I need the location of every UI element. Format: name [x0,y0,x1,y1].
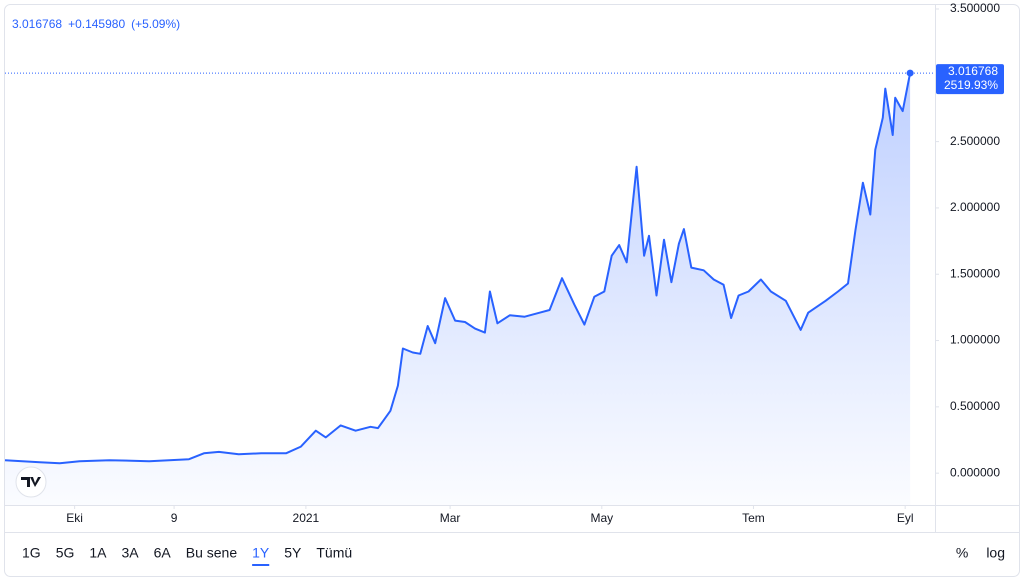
x-tick-label: Eki [66,511,83,525]
header-change: +0.145980 [68,17,125,31]
x-tick-label: Mar [440,511,461,525]
y-tick-label: 0.500000 [950,399,1000,413]
range-button[interactable]: 1G [22,545,41,561]
price-tag-box [936,64,1004,95]
range-button[interactable]: 1A [89,545,107,561]
x-tick-label: May [590,511,613,525]
plot [4,72,912,505]
range-button[interactable]: 5G [56,545,75,561]
y-tick-label: 2.000000 [950,200,1000,214]
price-header: 3.016768 +0.145980 (+5.09%) [12,17,180,31]
y-tick-label: 1.000000 [950,333,1000,347]
last-point [906,69,914,77]
range-button[interactable]: 5Y [284,545,302,561]
price-tag-percent: 2519.93% [944,78,998,92]
frame [4,4,1020,577]
toggle-button[interactable]: log [986,545,1005,561]
y-tick-label: 0.000000 [950,465,1000,479]
header-price: 3.016768 [12,17,62,31]
y-tick-label: 1.500000 [950,266,1000,280]
header-change-pct: (+5.09%) [131,17,180,31]
y-tick-label: 3.500000 [950,1,1000,15]
area-fill [5,73,911,505]
range-button[interactable]: 3A [122,545,140,561]
x-tick-label: 9 [171,511,178,525]
x-tick-label: Eyl [897,511,914,525]
y-tick-label: 2.500000 [950,134,1000,148]
range-button[interactable]: Tümü [316,545,352,561]
price-line [4,72,912,465]
range-button[interactable]: 1Y [252,545,270,561]
toggle-button[interactable]: % [956,545,968,561]
price-tag-price: 3.016768 [948,64,998,78]
x-tick-label: Tem [742,511,765,525]
range-button[interactable]: 6A [154,545,172,561]
logo [15,466,47,498]
range-button[interactable]: Bu sene [186,545,238,561]
x-tick-label: 2021 [293,511,320,525]
